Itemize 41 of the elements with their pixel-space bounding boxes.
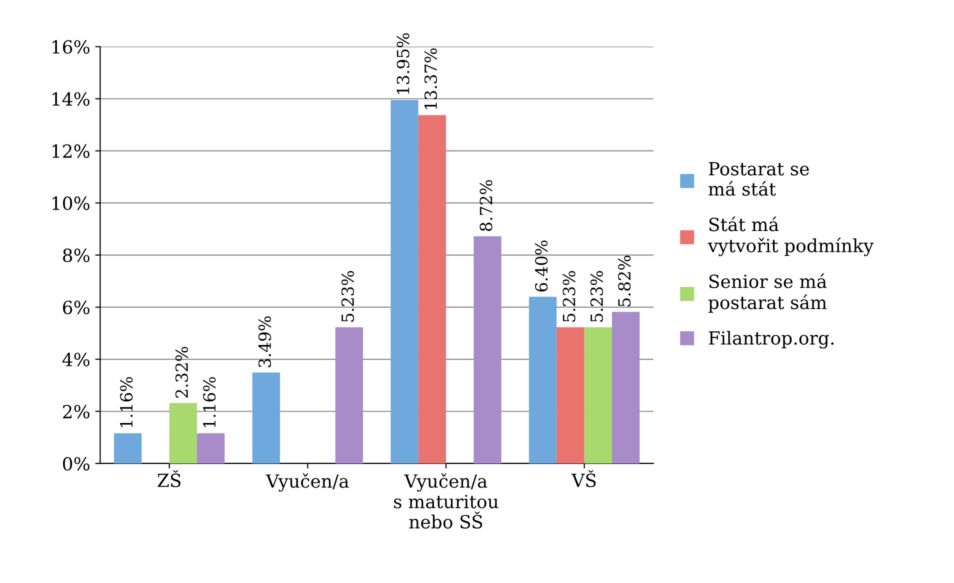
bar bbox=[197, 433, 225, 464]
data-label: 6.40% bbox=[535, 240, 548, 292]
y-tick-label: 4% bbox=[62, 352, 90, 366]
bar bbox=[169, 403, 197, 464]
bar bbox=[528, 296, 557, 464]
bar bbox=[390, 100, 418, 464]
data-label: 3.49% bbox=[258, 316, 271, 368]
data-label: 8.72% bbox=[480, 180, 492, 232]
bar bbox=[556, 327, 584, 464]
legend-label: Filantrop.org. bbox=[708, 330, 834, 349]
y-tick-label: 16% bbox=[52, 40, 90, 54]
data-label: 5.23% bbox=[562, 271, 576, 322]
data-label: 1.16% bbox=[120, 377, 133, 428]
data-label: 1.16% bbox=[203, 377, 216, 428]
data-label: 5.23% bbox=[341, 271, 354, 322]
data-label: 5.23% bbox=[590, 271, 603, 322]
data-label: 13.95% bbox=[396, 33, 410, 94]
legend-label: Postarat se má stát bbox=[708, 162, 809, 196]
bar bbox=[418, 115, 446, 464]
x-tick-label: VŠ bbox=[571, 470, 596, 488]
y-tick-label: 12% bbox=[52, 144, 90, 158]
y-tick-label: 14% bbox=[52, 92, 90, 106]
y-tick-label: 2% bbox=[63, 404, 90, 418]
legend-label: Senior se má postarat sám bbox=[708, 273, 827, 313]
bar bbox=[474, 236, 502, 464]
x-tick-label: Vyučen/a bbox=[266, 473, 349, 492]
legend-label: Stát má vytvořit podmínky bbox=[708, 216, 874, 256]
data-label: 2.32% bbox=[175, 346, 188, 398]
bar bbox=[335, 327, 363, 464]
bar bbox=[612, 312, 640, 464]
x-tick-label: ZŠ bbox=[158, 470, 180, 488]
y-tick-label: 6% bbox=[63, 300, 90, 314]
bar bbox=[114, 433, 142, 464]
bar bbox=[584, 327, 612, 464]
y-tick-label: 10% bbox=[52, 196, 90, 210]
data-label: 13.37% bbox=[424, 48, 437, 109]
y-tick-label: 8% bbox=[63, 248, 90, 262]
bar bbox=[252, 372, 280, 464]
x-tick-label: Vyučen/a s maturitou nebo SŠ bbox=[394, 473, 498, 529]
y-tick-label: 0% bbox=[62, 456, 90, 471]
data-label: 5.82% bbox=[618, 256, 631, 306]
